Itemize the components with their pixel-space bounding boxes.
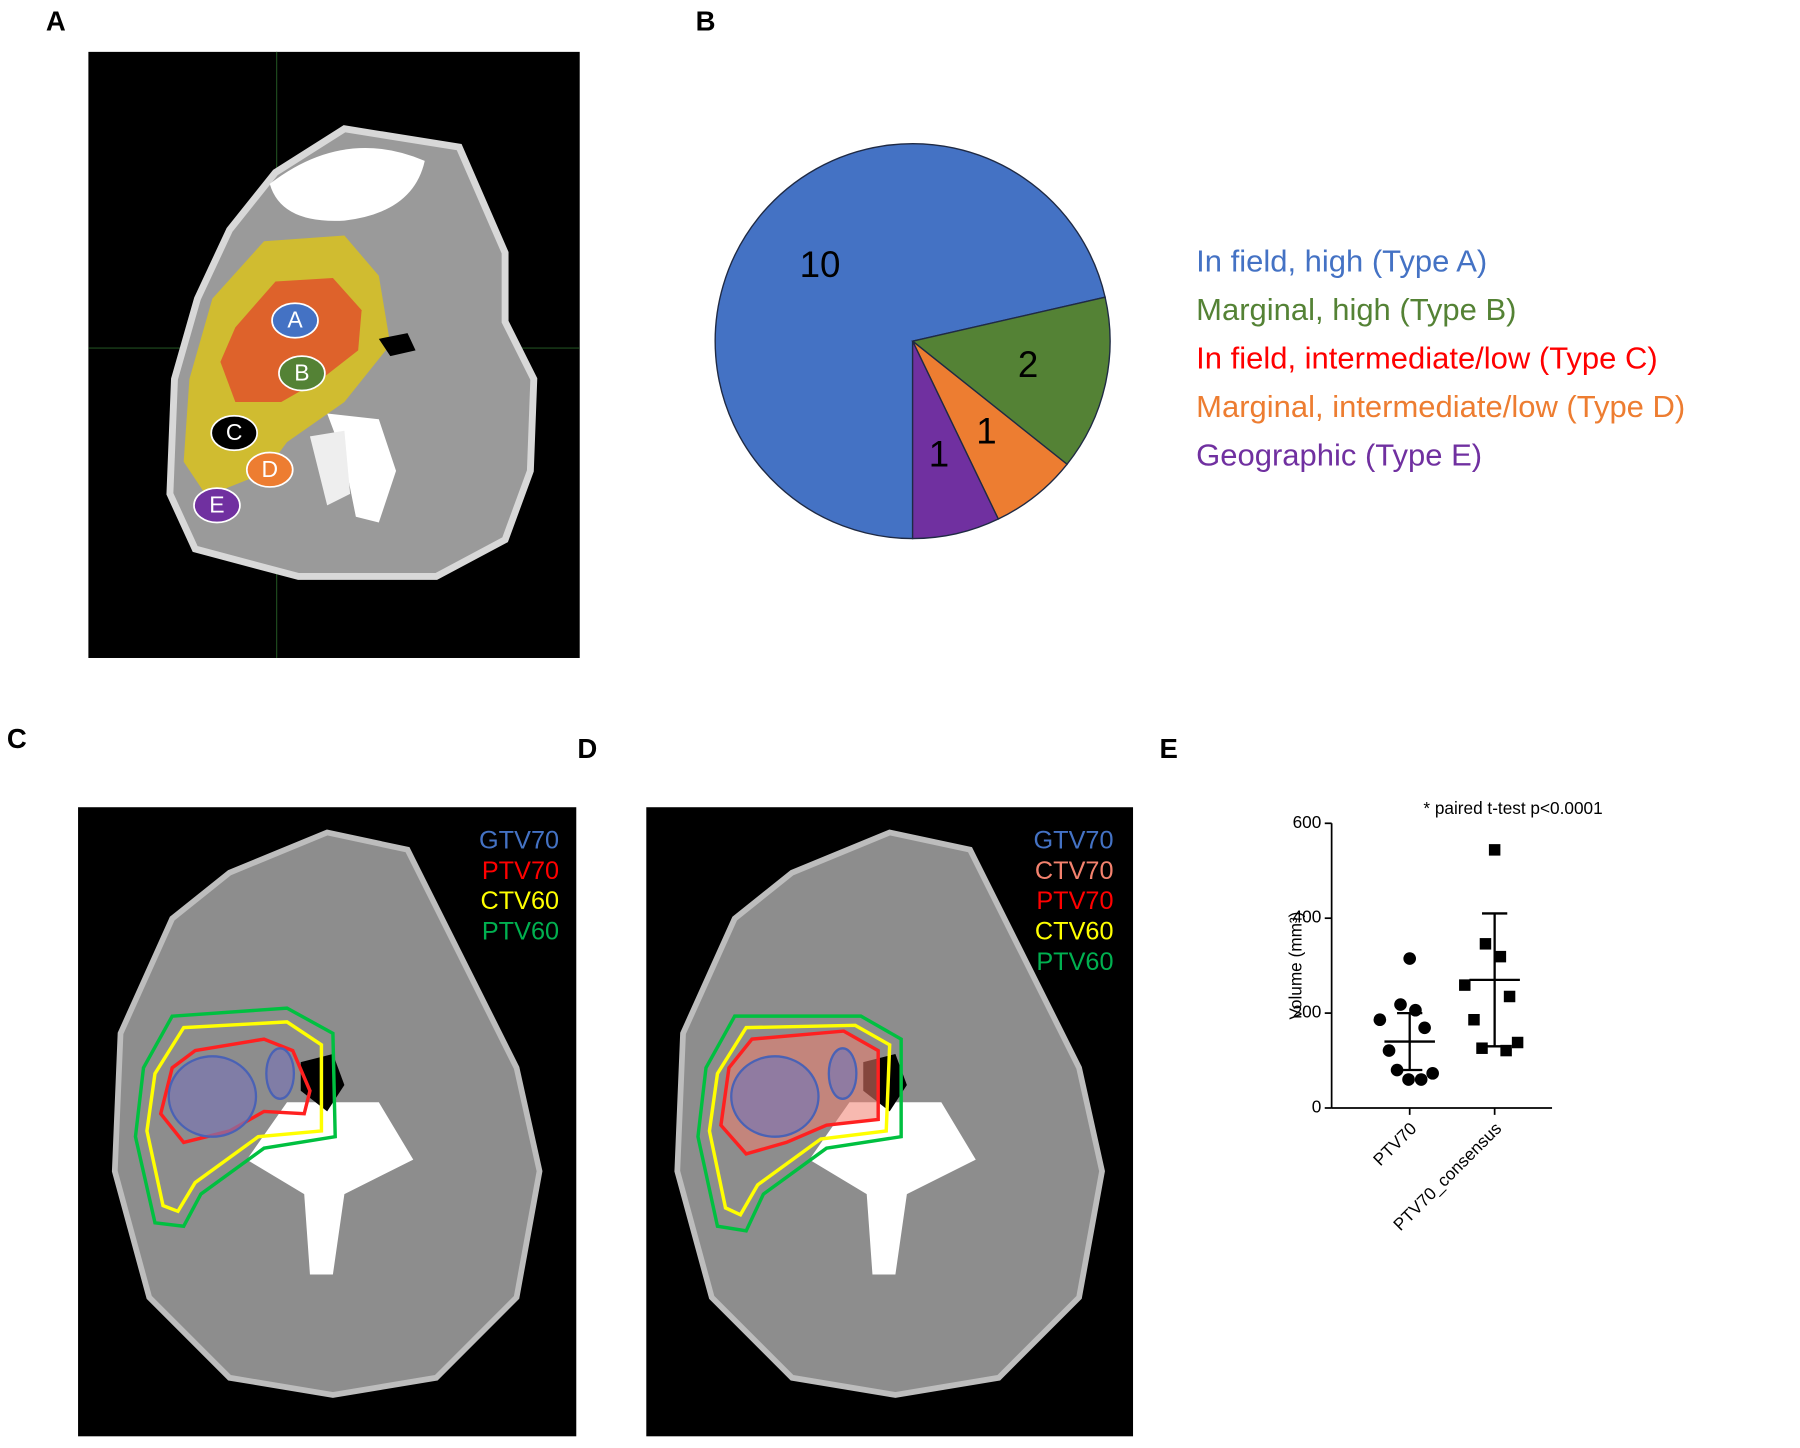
legend-entry: PTV60 (482, 918, 559, 946)
data-point (1468, 1013, 1480, 1026)
data-point (1409, 1003, 1422, 1017)
panel-label: E (1159, 733, 1177, 764)
panel-label: D (577, 733, 597, 764)
y-tick-label: 0 (1312, 1097, 1322, 1117)
marker-label: E (209, 492, 224, 518)
x-tick-label: PTV70 (1369, 1118, 1420, 1169)
legend-entry: In field, high (Type A) (1196, 243, 1487, 278)
slice-label: 1 (929, 433, 949, 474)
marker-label: C (226, 419, 243, 445)
legend-entry: PTV60 (1036, 948, 1113, 976)
y-tick-label: 400 (1293, 907, 1322, 927)
y-tick-label: 200 (1293, 1002, 1322, 1022)
slice-label: 2 (1018, 344, 1038, 385)
legend-entry: Marginal, intermediate/low (Type D) (1196, 389, 1685, 424)
ct-image-c (78, 807, 577, 1437)
marker-badge (271, 302, 319, 339)
ct-image-d (646, 807, 1134, 1437)
panel-label: A (46, 5, 66, 36)
panel-label: C (7, 723, 27, 754)
pie-slice (911, 340, 1000, 540)
y-axis-label: Volume (mm³) (1286, 912, 1306, 1020)
annotation: * paired t-test p<0.0001 (1423, 798, 1602, 818)
marker-badge (245, 451, 294, 488)
data-point (1373, 1013, 1387, 1027)
y-tick-label: 600 (1293, 812, 1322, 832)
pie-slice (911, 296, 1111, 466)
legend-entry: PTV70 (482, 857, 559, 885)
marker-label: A (287, 307, 303, 333)
marker-badge (193, 487, 241, 524)
data-point (1402, 1073, 1415, 1086)
data-point (1418, 1021, 1431, 1035)
legend-entry: Geographic (Type E) (1196, 438, 1482, 473)
marker-label: B (294, 360, 309, 386)
ct-image-a (88, 51, 580, 658)
data-point (1414, 1073, 1428, 1086)
marker-label: D (261, 456, 278, 482)
data-point (1394, 998, 1407, 1011)
data-point (1476, 1042, 1488, 1054)
slice-label: 10 (800, 244, 841, 285)
legend-entry: PTV70 (1036, 887, 1113, 915)
marker-badge (278, 355, 326, 392)
panel-label: B (696, 5, 716, 36)
data-point (1479, 938, 1492, 950)
data-point (1403, 952, 1417, 965)
data-point (1459, 979, 1471, 991)
legend-entry: CTV60 (480, 887, 559, 915)
data-point (1511, 1036, 1524, 1049)
legend-entry: CTV70 (1035, 857, 1114, 885)
data-point (1500, 1044, 1512, 1057)
data-point (1382, 1044, 1396, 1057)
legend-entry: GTV70 (479, 826, 559, 854)
marker-badge (210, 414, 259, 452)
data-point (1488, 844, 1501, 856)
data-point (1503, 990, 1516, 1003)
legend-entry: GTV70 (1034, 826, 1114, 854)
slice-label: 1 (976, 410, 996, 451)
legend-entry: Marginal, high (Type B) (1196, 292, 1516, 327)
data-point (1494, 950, 1507, 963)
pie-slice (714, 143, 1106, 540)
data-point (1426, 1067, 1439, 1080)
legend-entry: CTV60 (1035, 918, 1114, 946)
legend-entry: In field, intermediate/low (Type C) (1196, 340, 1658, 375)
